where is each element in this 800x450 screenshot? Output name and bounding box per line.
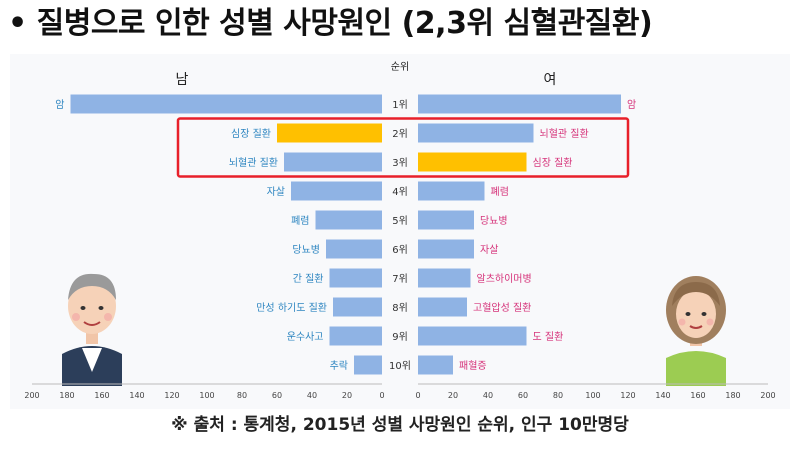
cause-label-female: 폐렴 (491, 185, 509, 198)
cause-label-male: 만성 하기도 질환 (256, 301, 327, 314)
cause-label-male: 간 질환 (293, 273, 324, 285)
bar-male (284, 152, 382, 172)
x-tick-label-male: 60 (272, 391, 282, 400)
bar-female (418, 239, 474, 259)
cause-label-female: 패혈증 (459, 359, 487, 372)
bar-male (329, 326, 382, 346)
rank-label: 9위 (392, 330, 408, 343)
x-tick-label-male: 200 (24, 391, 39, 400)
x-tick-label-female: 80 (553, 391, 563, 400)
bar-male (291, 181, 382, 201)
x-tick-label-male: 0 (379, 391, 384, 400)
rank-header: 순위 (391, 60, 409, 73)
bar-male (354, 355, 382, 375)
cause-label-female: 암 (627, 99, 636, 111)
bar-female (418, 94, 621, 114)
x-tick-label-female: 40 (483, 391, 493, 400)
cause-label-male: 폐렴 (291, 214, 309, 227)
cause-label-female: 도 질환 (533, 331, 564, 343)
rank-label: 4위 (392, 185, 408, 198)
x-tick-label-male: 180 (59, 391, 74, 400)
x-tick-label-male: 160 (94, 391, 109, 400)
rank-label: 2위 (392, 127, 408, 140)
rank-label: 6위 (392, 243, 408, 256)
rank-label: 5위 (392, 214, 408, 227)
rank-label: 8위 (392, 301, 408, 314)
x-tick-label-male: 100 (199, 391, 214, 400)
bar-female (418, 152, 527, 172)
rank-label: 10위 (389, 359, 411, 372)
bar-male (326, 239, 382, 259)
x-tick-label-female: 160 (690, 391, 705, 400)
x-tick-label-male: 80 (237, 391, 247, 400)
x-tick-label-male: 140 (129, 391, 144, 400)
bar-female (418, 123, 534, 143)
rank-label: 7위 (392, 272, 408, 285)
bar-female (418, 268, 471, 288)
series-label-female: 여 (544, 72, 557, 88)
cause-label-male: 운수사고 (287, 331, 324, 343)
cause-label-female: 심장 질환 (533, 157, 573, 169)
cause-label-female: 자살 (480, 244, 498, 256)
female-person-icon (666, 276, 726, 386)
bar-male (277, 123, 382, 143)
bar-male (329, 268, 382, 288)
bar-female (418, 210, 474, 230)
cause-label-female: 고혈압성 질환 (473, 301, 531, 314)
cause-label-male: 추락 (330, 360, 348, 372)
cause-label-male: 뇌혈관 질환 (229, 156, 278, 169)
cause-label-female: 뇌혈관 질환 (540, 127, 589, 140)
bar-female (418, 181, 485, 201)
highlight-box (176, 117, 630, 178)
bar-male (70, 94, 382, 114)
x-tick-label-male: 120 (164, 391, 179, 400)
cause-label-male: 심장 질환 (231, 128, 271, 140)
bar-male (315, 210, 382, 230)
x-tick-label-female: 100 (585, 391, 600, 400)
x-tick-label-male: 40 (307, 391, 317, 400)
x-tick-label-female: 180 (725, 391, 740, 400)
cause-label-female: 당뇨병 (480, 215, 508, 227)
x-tick-label-female: 60 (518, 391, 528, 400)
cause-label-male: 암 (55, 99, 64, 111)
series-label-male: 남 (176, 72, 189, 88)
cause-label-female: 알츠하이머병 (477, 272, 532, 285)
bar-female (418, 355, 453, 375)
x-tick-label-female: 0 (415, 391, 420, 400)
x-tick-label-female: 140 (655, 391, 670, 400)
page-title: • 질병으로 인한 성별 사망원인 (2,3위 심혈관질환) (8, 6, 653, 41)
x-tick-label-male: 20 (342, 391, 352, 400)
bar-female (418, 326, 527, 346)
source-note: ※ 출처 : 통계청, 2015년 성별 사망원인 순위, 인구 10만명당 (171, 415, 629, 435)
x-tick-label-female: 20 (448, 391, 458, 400)
male-person-icon (62, 273, 122, 386)
chart-panel: 남 순위 여 1위 암 암 2위 심장 질환 뇌혈관 질환 3위 뇌혈관 질환 심장 질환 4위 자살 폐렴… (10, 54, 790, 409)
bar-female (418, 297, 467, 317)
x-tick-label-female: 120 (620, 391, 635, 400)
cause-label-male: 자살 (267, 186, 285, 198)
bar-male (333, 297, 382, 317)
cause-label-male: 당뇨병 (292, 244, 320, 256)
x-tick-label-female: 200 (760, 391, 775, 400)
rank-label: 3위 (392, 156, 408, 169)
rank-label: 1위 (392, 98, 408, 111)
